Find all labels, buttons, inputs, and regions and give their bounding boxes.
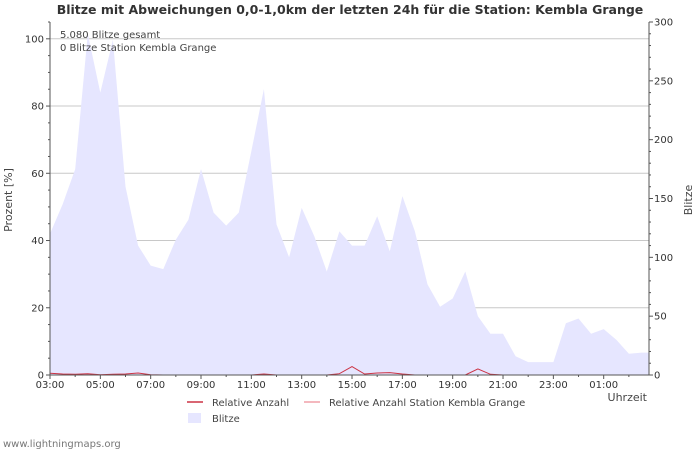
legend-label-blitze: Blitze [212, 414, 240, 425]
left-tick-label-40: 40 [31, 236, 44, 247]
right-tick-label-150: 150 [654, 194, 673, 205]
x-axis-label: Uhrzeit [608, 391, 648, 404]
left-axis-label: Prozent [%] [2, 168, 15, 232]
right-tick-label-250: 250 [654, 76, 673, 87]
legend-label-station: Relative Anzahl Station Kembla Grange [329, 398, 525, 409]
right-tick-label-100: 100 [654, 253, 673, 264]
left-tick-label-60: 60 [31, 169, 44, 180]
x-tick-label-0100: 01:00 [589, 380, 618, 391]
legend-label-relative: Relative Anzahl [212, 398, 289, 409]
x-tick-label-1100: 11:00 [237, 380, 266, 391]
x-tick-label-0300: 03:00 [36, 380, 65, 391]
right-tick-label-0: 0 [654, 371, 660, 382]
legend-swatch-blitze [188, 413, 201, 423]
left-tick-label-100: 100 [25, 34, 44, 45]
x-tick-label-1900: 19:00 [438, 380, 467, 391]
right-axis-ticks: 0 50 100 150 200 250 300 [649, 18, 673, 382]
blitze-area [50, 33, 649, 376]
legend: Relative Anzahl Relative Anzahl Station … [187, 398, 525, 425]
right-tick-label-200: 200 [654, 135, 673, 146]
gridlines [50, 38, 649, 309]
total-strikes-note: 5.080 Blitze gesamt [60, 30, 160, 41]
left-axis-ticks: 0 20 40 60 80 100 [25, 21, 50, 382]
x-tick-label-2100: 21:00 [489, 380, 518, 391]
chart-title: Blitze mit Abweichungen 0,0-1,0km der le… [57, 2, 644, 17]
footer-credit: www.lightningmaps.org [3, 439, 121, 450]
left-tick-label-20: 20 [31, 303, 44, 314]
right-tick-label-300: 300 [654, 18, 673, 29]
x-tick-label-1700: 17:00 [388, 380, 417, 391]
x-tick-label-1300: 13:00 [287, 380, 316, 391]
x-tick-label-0500: 05:00 [86, 380, 115, 391]
x-axis-ticks: 03:00 05:00 07:00 09:00 11:00 13:00 15:00 17:00… [36, 375, 630, 391]
blitze-area-layer [50, 33, 649, 376]
left-tick-label-0: 0 [38, 371, 44, 382]
x-tick-label-2300: 23:00 [539, 380, 568, 391]
left-tick-label-80: 80 [31, 102, 44, 113]
x-tick-label-1500: 15:00 [338, 380, 367, 391]
right-tick-label-50: 50 [654, 312, 667, 323]
station-strikes-note: 0 Blitze Station Kembla Grange [60, 43, 216, 54]
x-tick-label-0700: 07:00 [136, 380, 165, 391]
right-axis-label: Blitze [682, 185, 695, 216]
x-tick-label-0900: 09:00 [187, 380, 216, 391]
